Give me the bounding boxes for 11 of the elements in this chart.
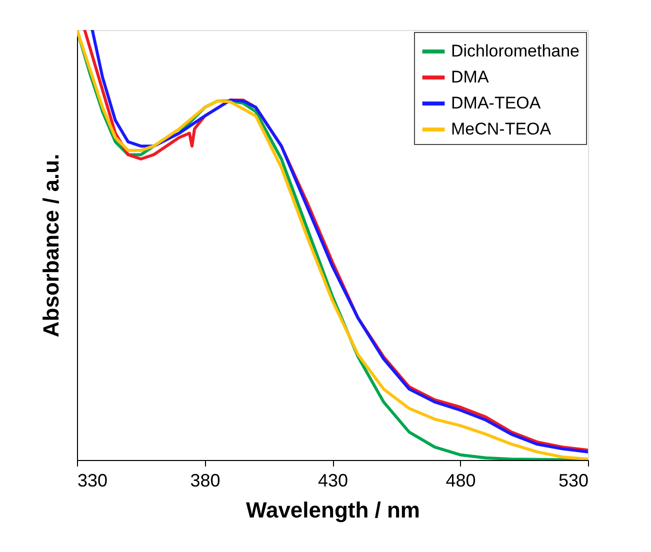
legend-label: DMA-TEOA [451,94,542,112]
y-axis-title: Absorbance / a.u. [38,154,64,338]
legend-label: Dichloromethane [451,42,580,60]
x-axis-title: Wavelength / nm [246,498,420,522]
x-tick-label: 480 [446,470,476,490]
x-tick-label: 530 [558,470,588,490]
x-tick-label: 430 [318,470,348,490]
legend-label: DMA [451,68,490,86]
x-tick-label: 380 [190,470,220,490]
x-tick-label: 330 [78,470,108,490]
legend-label: MeCN-TEOA [451,120,552,138]
